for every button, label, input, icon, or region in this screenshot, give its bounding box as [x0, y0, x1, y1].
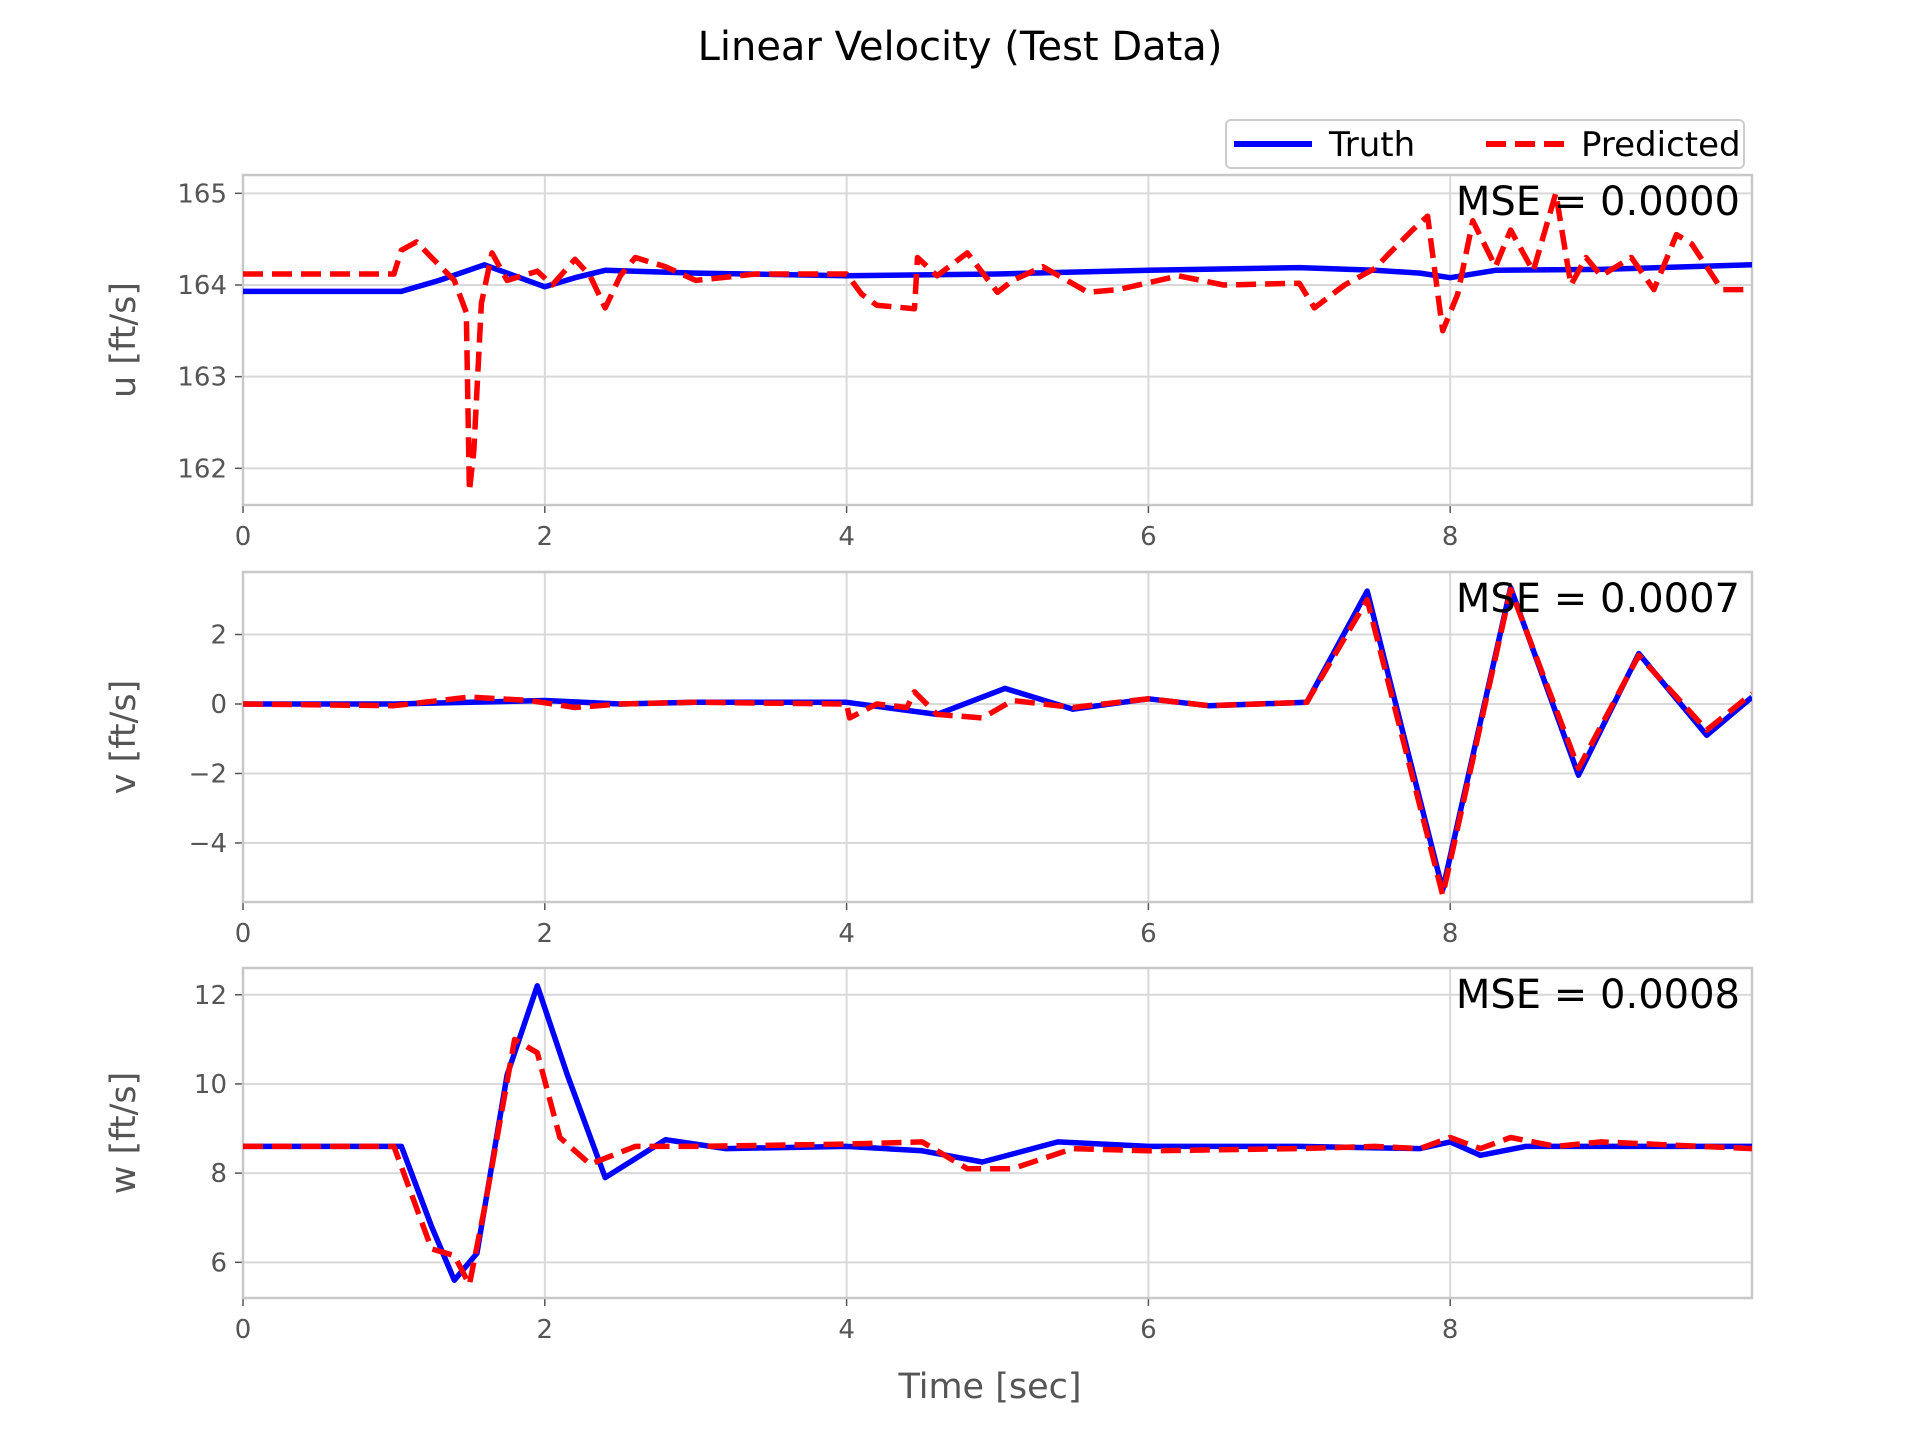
legend: Truth Predicted [1225, 119, 1745, 169]
y-tick-label: −2 [189, 759, 227, 789]
legend-frame [1225, 119, 1745, 169]
subplot-2: 0 2 4 6 8 −4 −2 0 2 v [ft/s] MSE = 0.0007 [104, 570, 1754, 949]
x-tick-label: 0 [235, 1315, 252, 1345]
y-tick-label: 0 [210, 690, 227, 720]
x-tick-label: 4 [838, 919, 855, 949]
y-axis-label: v [ft/s] [104, 680, 144, 795]
y-tick-label: 12 [194, 981, 227, 1011]
x-tick-label: 4 [838, 522, 855, 552]
y-tick-label: 165 [177, 179, 227, 209]
x-tick-label: 2 [537, 522, 554, 552]
y-tick-label: 162 [177, 454, 227, 484]
x-tick-label: 8 [1442, 919, 1459, 949]
x-tick-label: 6 [1140, 919, 1157, 949]
mse-annotation: MSE = 0.0000 [1456, 179, 1740, 225]
x-tick-label: 4 [838, 1315, 855, 1345]
x-tick-label: 0 [235, 919, 252, 949]
axes-frame [241, 173, 1754, 507]
y-tick-label: −4 [189, 829, 227, 859]
mse-annotation: MSE = 0.0007 [1456, 576, 1740, 622]
x-axis-label: Time [sec] [897, 1367, 1081, 1407]
y-tick-label: 163 [177, 363, 227, 393]
axes-frame [241, 966, 1754, 1300]
mse-annotation: MSE = 0.0008 [1456, 972, 1740, 1018]
series-line-predicted [243, 190, 1752, 494]
x-tick-label: 2 [537, 1315, 554, 1345]
legend-label-truth: Truth [1328, 125, 1415, 165]
series-line-truth [243, 262, 1752, 295]
series-line-truth [243, 983, 1752, 1283]
y-axis-label: u [ft/s] [104, 282, 144, 398]
x-tick-label: 8 [1442, 522, 1459, 552]
y-tick-label: 2 [210, 621, 227, 651]
x-tick-label: 6 [1140, 522, 1157, 552]
y-axis-label: w [ft/s] [104, 1072, 144, 1195]
y-tick-label: 6 [210, 1248, 227, 1278]
chart-title: Linear Velocity (Test Data) [698, 24, 1223, 70]
x-tick-label: 2 [537, 919, 554, 949]
y-tick-label: 10 [194, 1070, 227, 1100]
series-line-predicted [243, 1036, 1752, 1288]
x-tick-label: 6 [1140, 1315, 1157, 1345]
y-tick-label: 8 [210, 1159, 227, 1189]
subplot-3: 0 2 4 6 8 6 8 10 12 w [ft/s] MSE = 0.0008 [104, 966, 1754, 1345]
subplot-1: 0 2 4 6 8 162 163 164 165 u [ft/s] MSE = 0.0000 [104, 173, 1754, 552]
axes-frame [241, 570, 1754, 904]
legend-label-predicted: Predicted [1581, 125, 1741, 165]
y-tick-label: 164 [177, 271, 227, 301]
x-tick-label: 0 [235, 522, 252, 552]
x-tick-label: 8 [1442, 1315, 1459, 1345]
